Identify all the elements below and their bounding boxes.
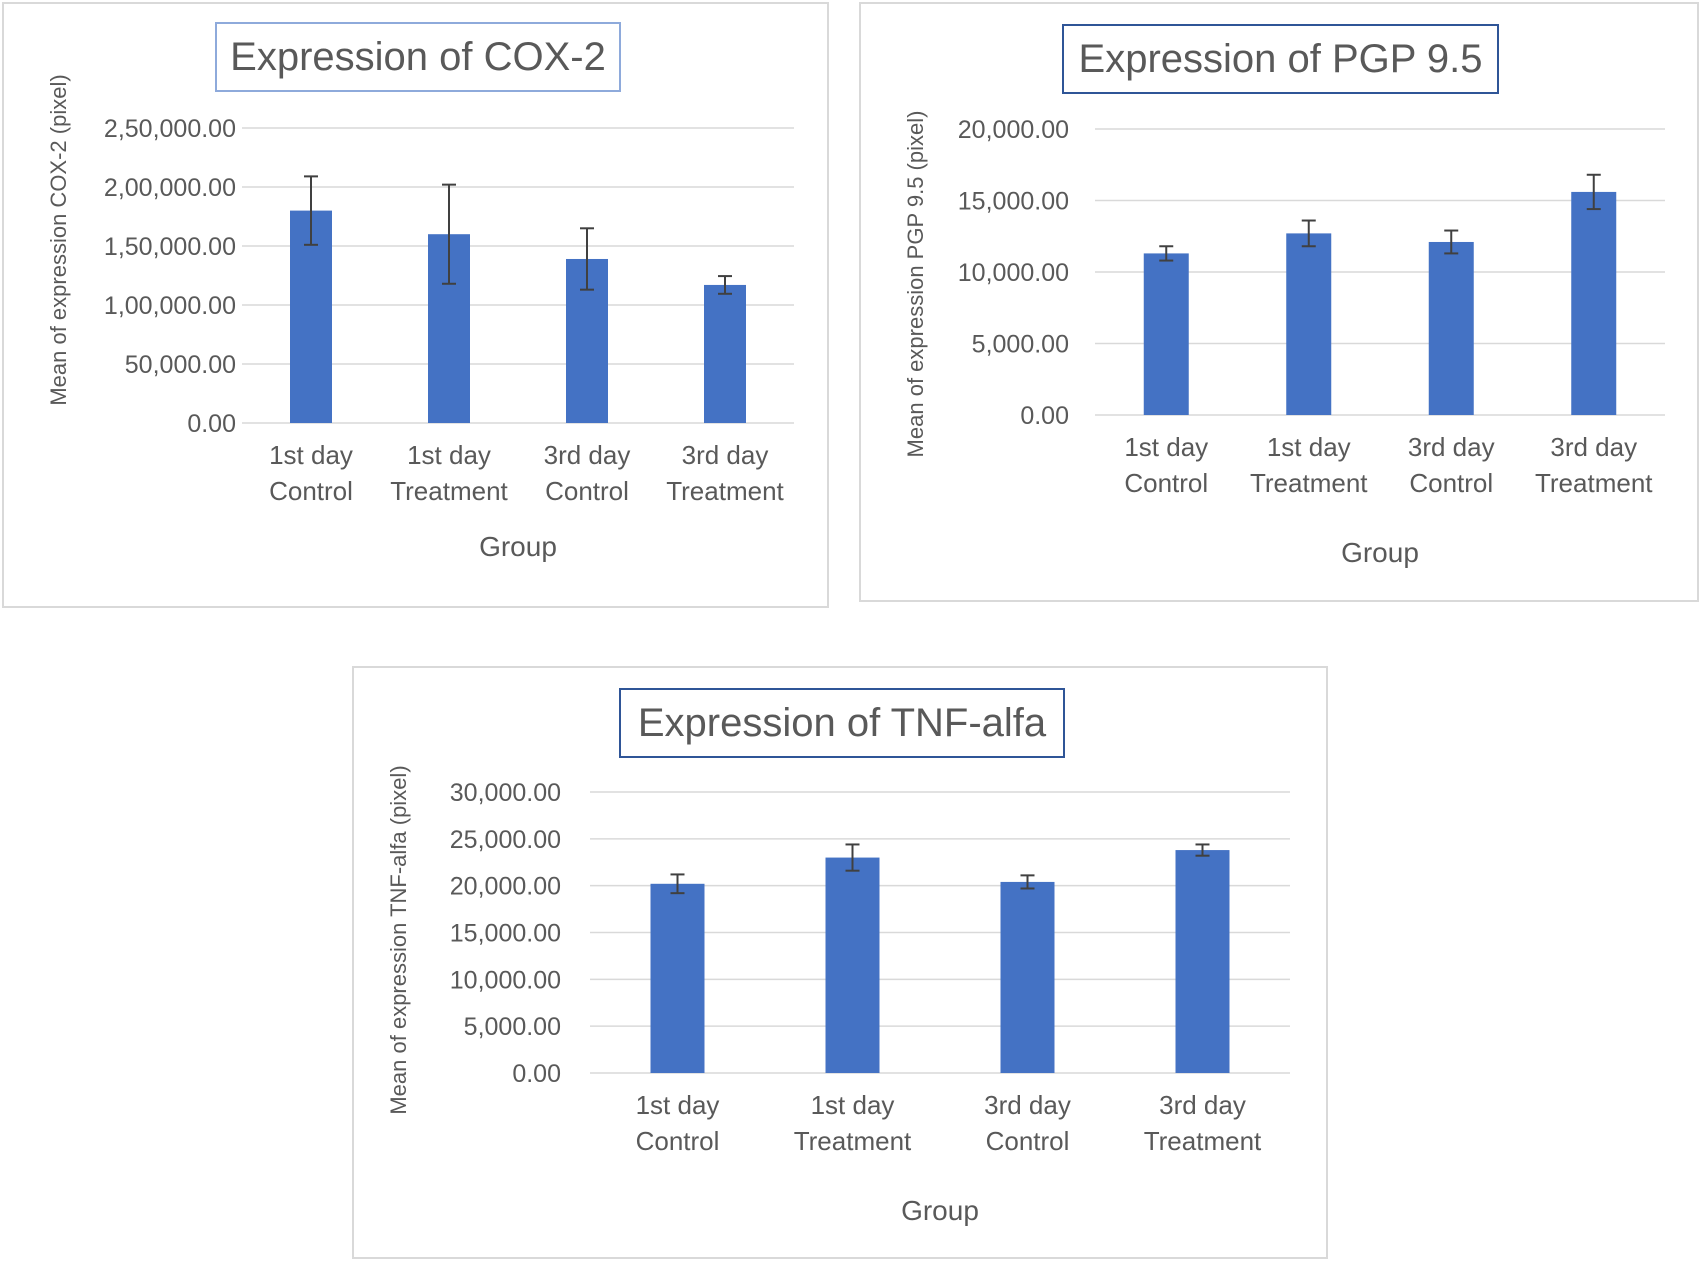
x-axis-title: Group — [1341, 537, 1419, 568]
bar — [1175, 850, 1230, 1073]
x-category-label: 1st day — [1124, 432, 1208, 462]
chart-title: Expression of PGP 9.5 — [1062, 24, 1499, 94]
x-category-label: Treatment — [1535, 468, 1653, 498]
bar — [825, 857, 880, 1073]
x-category-label: Control — [545, 476, 629, 506]
x-category-label: 1st day — [407, 440, 491, 470]
y-tick-label: 15,000.00 — [450, 920, 561, 948]
x-category-label: 1st day — [269, 440, 353, 470]
y-tick-label: 0.00 — [1020, 402, 1069, 430]
y-tick-label: 30,000.00 — [450, 779, 561, 807]
y-tick-label: 50,000.00 — [125, 351, 236, 379]
chart-panel-cox2: 0.00 50,000.00 1,00,000.00 1,50,000.00 2,00,… — [2, 2, 829, 608]
x-category-label: Treatment — [390, 476, 508, 506]
y-tick-label: 1,50,000.00 — [104, 233, 236, 261]
bar — [290, 210, 332, 423]
y-tick-label: 1,00,000.00 — [104, 292, 236, 320]
chart-panel-tnf: 0.00 5,000.00 10,000.00 15,000.00 20,000.00 2… — [352, 666, 1328, 1259]
bar — [650, 883, 705, 1073]
chart-svg-cox2: 0.00 50,000.00 1,00,000.00 1,50,000.00 2,00,… — [46, 74, 794, 562]
y-tick-label: 0.00 — [187, 410, 236, 438]
x-category-label: 3rd day — [984, 1090, 1071, 1120]
y-tick-label: 15,000.00 — [958, 188, 1069, 216]
x-category-label: Control — [1124, 468, 1208, 498]
x-category-label: Treatment — [1144, 1126, 1262, 1156]
chart-title: Expression of COX-2 — [215, 22, 621, 92]
x-category-label: 1st day — [1267, 432, 1351, 462]
x-category-label: Control — [636, 1126, 720, 1156]
x-axis-title: Group — [479, 531, 557, 562]
x-category-label: Control — [986, 1126, 1070, 1156]
x-category-label: 3rd day — [1408, 432, 1495, 462]
x-category-label: 1st day — [811, 1090, 895, 1120]
x-category-label: Control — [1409, 468, 1493, 498]
x-category-label: 3rd day — [1550, 432, 1637, 462]
x-category-label: 3rd day — [1159, 1090, 1246, 1120]
y-tick-label: 2,50,000.00 — [104, 115, 236, 143]
y-tick-label: 0.00 — [512, 1060, 561, 1088]
y-tick-label: 5,000.00 — [972, 331, 1069, 359]
x-category-label: Treatment — [666, 476, 784, 506]
y-tick-label: 10,000.00 — [450, 966, 561, 994]
chart-panel-pgp95: 0.00 5,000.00 10,000.00 15,000.00 20,000.00 1… — [859, 2, 1699, 602]
bar — [1000, 881, 1055, 1073]
x-axis-title: Group — [901, 1195, 979, 1226]
x-category-label: 3rd day — [682, 440, 769, 470]
bar — [1571, 191, 1617, 415]
bar — [1143, 253, 1189, 415]
bar — [704, 284, 746, 423]
y-tick-label: 2,00,000.00 — [104, 174, 236, 202]
y-tick-label: 20,000.00 — [450, 873, 561, 901]
x-category-label: 3rd day — [544, 440, 631, 470]
y-tick-label: 10,000.00 — [958, 259, 1069, 287]
y-axis-title: Mean of expression TNF-alfa (pixel) — [386, 765, 411, 1114]
bar — [1286, 233, 1332, 415]
bar — [1428, 241, 1474, 415]
y-tick-label: 25,000.00 — [450, 826, 561, 854]
y-tick-label: 20,000.00 — [958, 116, 1069, 144]
x-category-label: Treatment — [1250, 468, 1368, 498]
y-axis-title: Mean of expression COX-2 (pixel) — [46, 74, 71, 405]
chart-svg-tnf: 0.00 5,000.00 10,000.00 15,000.00 20,000.00 2… — [386, 765, 1290, 1226]
y-tick-label: 5,000.00 — [464, 1013, 561, 1041]
x-category-label: Control — [269, 476, 353, 506]
x-category-label: Treatment — [794, 1126, 912, 1156]
chart-title: Expression of TNF-alfa — [619, 688, 1065, 758]
y-axis-title: Mean of expression PGP 9.5 (pixel) — [903, 111, 928, 458]
chart-svg-pgp95: 0.00 5,000.00 10,000.00 15,000.00 20,000.00 1… — [903, 111, 1665, 568]
x-category-label: 1st day — [636, 1090, 720, 1120]
